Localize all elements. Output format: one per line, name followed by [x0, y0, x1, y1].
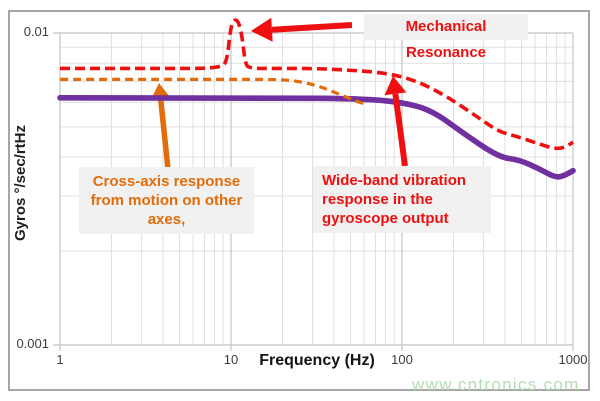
x-tick-label-1: 1 [56, 352, 64, 367]
mechanical_resonance-arrow-head [251, 17, 273, 42]
annotation-mechanical-resonance: Mechanical Resonance [364, 14, 528, 61]
annotation-cross-axis-response: Cross-axis response from motion on other… [79, 167, 254, 234]
x-tick-label-10: 10 [223, 352, 239, 367]
series-cross-axis-response [60, 77, 369, 107]
y-tick-label-0.001: 0.001 [16, 336, 49, 351]
series-wide-band-vibration-response [60, 18, 575, 151]
annotation-wideband-vibration: Wide-band vibration response in the gyro… [313, 166, 491, 233]
y-axis-title: Gyros °/sec/rtHz [12, 124, 29, 242]
x-tick-label-100: 100 [391, 352, 413, 367]
x-axis-title: Frequency (Hz) [259, 352, 375, 369]
y-tick-label-0.01: 0.01 [23, 24, 49, 39]
wideband-arrow-head [384, 76, 407, 96]
x-tick-label-1000: 1000 [558, 352, 588, 367]
cross_axis-arrow-shaft [157, 98, 171, 170]
series-gyroscope-output-noise [57, 94, 576, 180]
wideband-arrow-shaft [392, 93, 408, 167]
mechanical_resonance-arrow-shaft [271, 22, 353, 33]
watermark: www.cntronics.com [412, 375, 580, 394]
